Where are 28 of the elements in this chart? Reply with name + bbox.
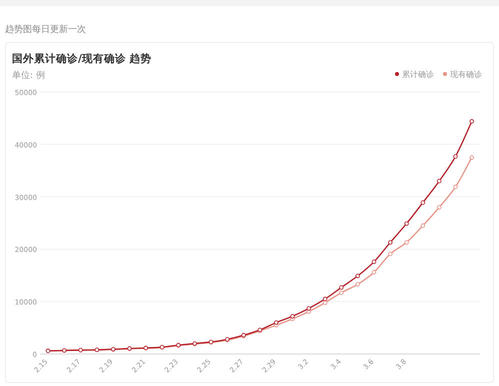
point bbox=[356, 282, 360, 287]
legend-label: 累计确诊 bbox=[402, 70, 434, 79]
point bbox=[404, 240, 409, 245]
point bbox=[388, 252, 392, 256]
point bbox=[339, 285, 344, 290]
point bbox=[339, 290, 344, 295]
point bbox=[420, 223, 426, 228]
point bbox=[372, 260, 376, 264]
point bbox=[290, 314, 295, 318]
legend-label: 现有确诊 bbox=[450, 70, 482, 79]
text: 趋势图每日更新一次 bbox=[5, 24, 86, 35]
point bbox=[437, 205, 442, 210]
point bbox=[420, 200, 426, 205]
point bbox=[356, 274, 360, 278]
point bbox=[453, 184, 458, 190]
point bbox=[453, 154, 458, 159]
point bbox=[470, 119, 474, 124]
point bbox=[470, 155, 474, 160]
y-axis-title: 单位: 例 bbox=[12, 70, 45, 81]
point bbox=[306, 306, 311, 311]
point bbox=[372, 270, 376, 274]
point bbox=[388, 240, 392, 245]
point bbox=[437, 178, 442, 184]
point bbox=[274, 320, 278, 325]
point bbox=[322, 296, 328, 302]
chart-title: 国外累计确诊/现有确诊 趋势 bbox=[12, 52, 152, 65]
point bbox=[322, 300, 328, 305]
point bbox=[404, 221, 409, 226]
